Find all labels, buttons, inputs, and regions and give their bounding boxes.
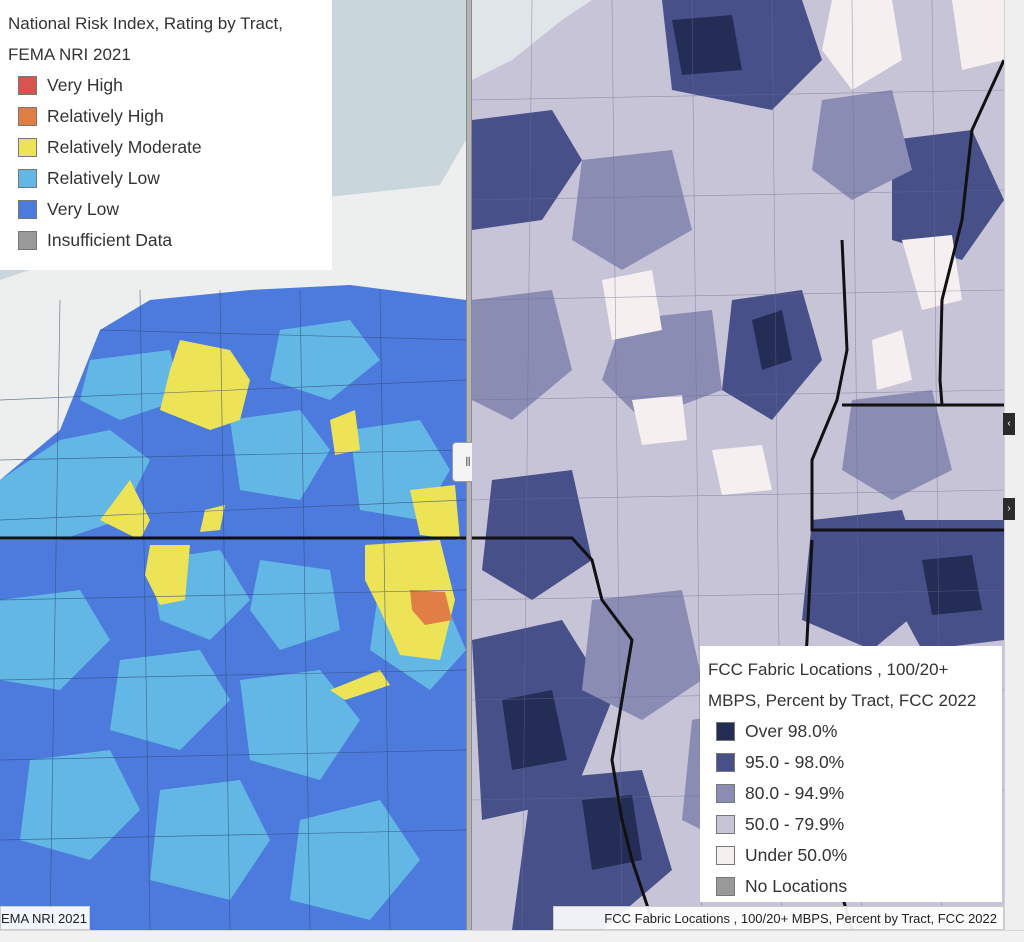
legend-item-very-high: Very High xyxy=(8,70,324,101)
legend-item-label: Relatively Moderate xyxy=(47,137,202,157)
swatch-relatively-high xyxy=(18,107,37,126)
legend-item-label: Insufficient Data xyxy=(47,230,173,250)
grip-icon: ⦀ xyxy=(465,454,471,469)
legend-item-relatively-high: Relatively High xyxy=(8,101,324,132)
fcc-legend-title-line2: MBPS, Percent by Tract, FCC 2022 xyxy=(708,691,977,710)
legend-item-95-98: 95.0 - 98.0% xyxy=(708,747,994,778)
swatch-50-799 xyxy=(716,815,735,834)
swatch-no-locations xyxy=(716,877,735,896)
fcc-legend-title-line1: FCC Fabric Locations , 100/20+ xyxy=(708,660,949,679)
swatch-relatively-low xyxy=(18,169,37,188)
swatch-very-high xyxy=(18,76,37,95)
legend-item-label: Over 98.0% xyxy=(745,721,838,741)
legend-item-label: 50.0 - 79.9% xyxy=(745,814,845,834)
nri-attribution: FEMA NRI 2021 xyxy=(0,906,90,930)
vertical-scrollbar[interactable] xyxy=(1004,0,1024,930)
nri-legend-title-line1: National Risk Index, Rating by Tract, xyxy=(8,14,283,33)
swatch-very-low xyxy=(18,200,37,219)
swatch-95-98 xyxy=(716,753,735,772)
swatch-insufficient-data xyxy=(18,231,37,250)
swatch-over-98 xyxy=(716,722,735,741)
legend-item-no-locations: No Locations xyxy=(708,871,994,902)
legend-item-label: Relatively Low xyxy=(47,168,160,188)
legend-item-50-799: 50.0 - 79.9% xyxy=(708,809,994,840)
legend-item-label: Relatively High xyxy=(47,106,164,126)
chevron-left-icon[interactable]: ‹ xyxy=(1003,413,1015,435)
nri-legend: National Risk Index, Rating by Tract, FE… xyxy=(0,0,332,270)
bottom-edge xyxy=(0,930,1024,942)
legend-item-relatively-moderate: Relatively Moderate xyxy=(8,132,324,163)
fcc-attribution: FCC Fabric Locations , 100/20+ MBPS, Per… xyxy=(553,906,1004,930)
legend-item-80-949: 80.0 - 94.9% xyxy=(708,778,994,809)
legend-item-label: Very High xyxy=(47,75,123,95)
swatch-under-50 xyxy=(716,846,735,865)
legend-item-label: 95.0 - 98.0% xyxy=(745,752,845,772)
nri-legend-title-line2: FEMA NRI 2021 xyxy=(8,45,131,64)
swatch-relatively-moderate xyxy=(18,138,37,157)
legend-item-label: 80.0 - 94.9% xyxy=(745,783,845,803)
chevron-right-icon[interactable]: › xyxy=(1003,498,1015,520)
legend-item-relatively-low: Relatively Low xyxy=(8,163,324,194)
legend-item-very-low: Very Low xyxy=(8,194,324,225)
legend-item-label: Very Low xyxy=(47,199,119,219)
legend-item-insufficient-data: Insufficient Data xyxy=(8,225,324,256)
fcc-legend: FCC Fabric Locations , 100/20+ MBPS, Per… xyxy=(700,646,1002,902)
legend-item-label: Under 50.0% xyxy=(745,845,848,865)
swatch-80-949 xyxy=(716,784,735,803)
left-map-pane[interactable]: National Risk Index, Rating by Tract, FE… xyxy=(0,0,466,930)
legend-item-over-98: Over 98.0% xyxy=(708,716,994,747)
legend-item-label: No Locations xyxy=(745,876,848,896)
legend-item-under-50: Under 50.0% xyxy=(708,840,994,871)
